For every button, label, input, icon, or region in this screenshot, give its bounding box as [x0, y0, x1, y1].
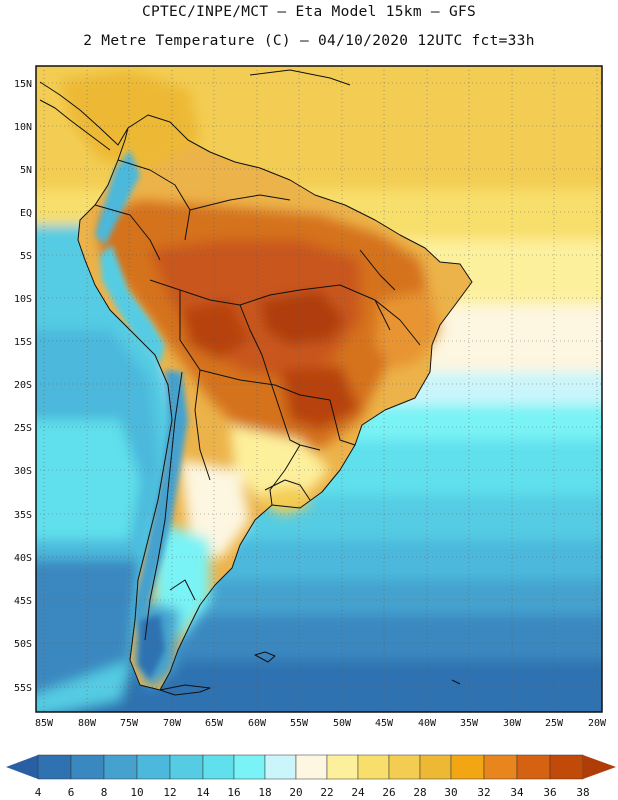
lon-label: 40W [418, 718, 437, 729]
colorbar-swatch [549, 754, 584, 780]
colorbar-label: 24 [351, 786, 365, 799]
colorbar-label: 14 [196, 786, 210, 799]
colorbar-label: 12 [163, 786, 176, 799]
colorbar-label: 34 [510, 786, 524, 799]
longitude-labels: 85W 80W 75W 70W 65W 60W 55W 50W 45W 40W … [35, 718, 607, 729]
colorbar-swatch [295, 754, 328, 780]
lon-label: 55W [290, 718, 309, 729]
colorbar-label: 30 [444, 786, 457, 799]
lat-label: 5N [20, 165, 32, 176]
colorbar-swatch [450, 754, 485, 780]
lon-label: 65W [205, 718, 224, 729]
colorbar-label: 28 [413, 786, 426, 799]
colorbar-label: 26 [382, 786, 395, 799]
colorbar-swatch [483, 754, 518, 780]
lat-label: 20S [14, 380, 32, 391]
lat-label: 40S [14, 553, 32, 564]
colorbar-label: 20 [289, 786, 302, 799]
title-line-1: CPTEC/INPE/MCT – Eta Model 15km – GFS [141, 4, 477, 20]
colorbar-label: 10 [130, 786, 143, 799]
lon-label: 45W [375, 718, 394, 729]
colorbar-swatch [233, 754, 266, 780]
lon-label: 20W [588, 718, 607, 729]
colorbar-label: 36 [543, 786, 556, 799]
lon-label: 85W [35, 718, 54, 729]
coastlines-borders [39, 69, 473, 696]
title-line-2: 2 Metre Temperature (C) – 04/10/2020 12U… [83, 33, 535, 49]
lon-label: 30W [503, 718, 522, 729]
lat-label: 25S [14, 423, 32, 434]
lat-label: 10S [14, 294, 32, 305]
temperature-field [36, 66, 602, 712]
colorbar-label: 8 [101, 786, 108, 799]
lat-label: 30S [14, 466, 32, 477]
colorbar-swatch [516, 754, 551, 780]
colorbar-label: 6 [68, 786, 75, 799]
lat-label: 10N [14, 122, 32, 133]
colorbar-label: 16 [227, 786, 240, 799]
colorbar-swatch [357, 754, 390, 780]
lon-label: 35W [460, 718, 479, 729]
lat-label: 35S [14, 510, 32, 521]
colorbar-swatch [264, 754, 297, 780]
colorbar-swatch [419, 754, 452, 780]
lat-label: 50S [14, 639, 32, 650]
colorbar-label: 32 [477, 786, 490, 799]
colorbar-swatch [169, 754, 204, 780]
lat-label: 15S [14, 337, 32, 348]
colorbar-swatch [388, 754, 421, 780]
map-frame [35, 65, 603, 713]
colorbar-label: 22 [320, 786, 333, 799]
lat-label: 55S [14, 683, 32, 694]
colorbar-swatch [202, 754, 235, 780]
colorbar-label: 38 [576, 786, 589, 799]
colorbar-swatch [326, 754, 359, 780]
lon-label: 50W [333, 718, 352, 729]
colorbar-swatch [103, 754, 138, 780]
lon-label: 80W [78, 718, 97, 729]
colorbar-swatch [70, 754, 105, 780]
lat-label: 5S [20, 251, 32, 262]
lon-label: 25W [545, 718, 564, 729]
colorbar-label: 4 [35, 786, 42, 799]
lon-label: 70W [163, 718, 182, 729]
colorbar-right-arrow [583, 755, 616, 779]
colorbar-swatch [37, 754, 72, 780]
latitude-labels: 15N 10N 5N EQ 5S 10S 15S 20S 25S 30S 35S… [14, 79, 32, 694]
lat-label: 45S [14, 596, 32, 607]
colorbar-left-arrow [6, 755, 38, 779]
lon-label: 60W [248, 718, 267, 729]
colorbar-label: 18 [258, 786, 271, 799]
colorbar: 4 6 8 10 12 14 16 18 20 22 24 26 28 30 3… [6, 754, 616, 799]
colorbar-swatch [136, 754, 171, 780]
lon-label: 75W [120, 718, 139, 729]
lat-label: 15N [14, 79, 32, 90]
lat-label: EQ [20, 208, 32, 219]
